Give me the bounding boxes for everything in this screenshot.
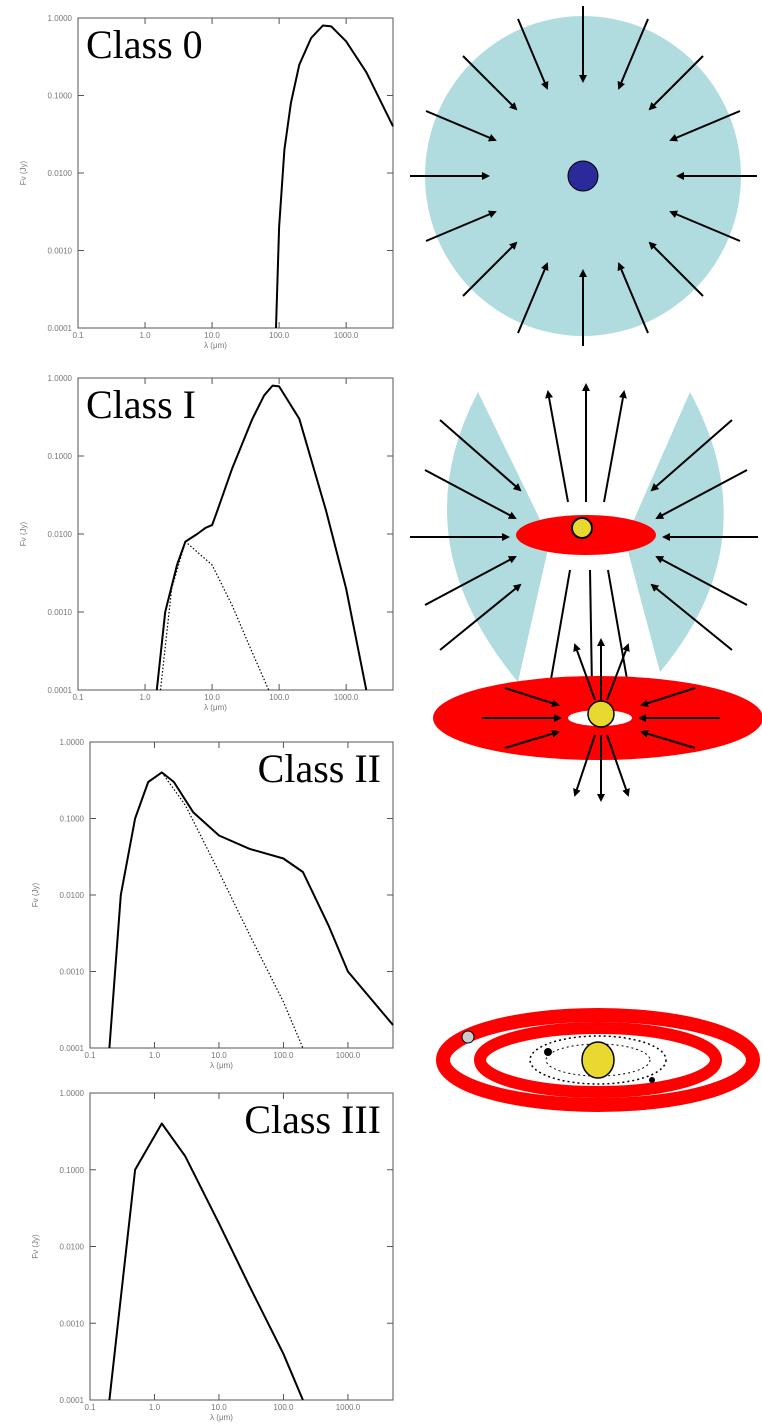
diagram-class0 [410, 6, 757, 346]
x-tick-label: 10.0 [204, 331, 220, 340]
x-tick-label: 100.0 [273, 1403, 294, 1412]
diagram-class3 [443, 1015, 753, 1105]
x-tick-label: 0.1 [84, 1051, 96, 1060]
x-tick-label: 0.1 [72, 331, 84, 340]
sed-curve [109, 772, 393, 1048]
sed-curve [276, 26, 393, 329]
x-tick-label: 10.0 [211, 1051, 227, 1060]
x-tick-label: 1.0 [139, 693, 151, 702]
x-axis-label: λ (μm) [210, 1061, 233, 1070]
chart-panel: 0.1 1.0 10.0 100.0 1000.0 0.0001 0.0010 0.0100 0… [31, 738, 393, 1070]
x-tick-label: 0.1 [72, 693, 84, 702]
y-tick-label: 0.0010 [60, 1319, 85, 1328]
x-axis-label: λ (μm) [210, 1413, 233, 1422]
x-tick-label: 1.0 [149, 1051, 161, 1060]
y-tick-label: 0.0010 [60, 968, 85, 977]
y-tick-label: 0.1000 [60, 815, 85, 824]
x-tick-label: 10.0 [211, 1403, 227, 1412]
class-label: Class 0 [86, 22, 203, 67]
x-tick-label: 1.0 [139, 331, 151, 340]
y-tick-label: 0.0100 [48, 169, 73, 178]
y-tick-label: 0.0001 [60, 1044, 85, 1053]
x-tick-label: 10.0 [204, 693, 220, 702]
y-tick-label: 0.0010 [48, 608, 73, 617]
y-tick-label: 1.0000 [48, 14, 73, 23]
x-tick-label: 100.0 [269, 693, 290, 702]
y-axis-label: Fν (Jy) [31, 882, 40, 907]
y-tick-label: 0.1000 [48, 452, 73, 461]
y-tick-label: 0.0001 [60, 1396, 85, 1405]
x-tick-label: 1000.0 [336, 1403, 361, 1412]
y-tick-label: 1.0000 [60, 738, 85, 747]
sed-curve [162, 772, 303, 1048]
x-tick-label: 1000.0 [336, 1051, 361, 1060]
y-tick-label: 0.0100 [60, 1243, 85, 1252]
y-tick-label: 0.0100 [48, 530, 73, 539]
x-tick-label: 100.0 [273, 1051, 294, 1060]
class-label: Class III [244, 1097, 381, 1142]
x-tick-label: 1000.0 [334, 331, 359, 340]
diagram-class2 [433, 640, 762, 800]
y-tick-label: 0.0001 [48, 324, 73, 333]
y-tick-label: 1.0000 [48, 374, 73, 383]
x-tick-label: 0.1 [84, 1403, 96, 1412]
y-tick-label: 0.1000 [60, 1166, 85, 1175]
y-axis-label: Fν (Jy) [19, 160, 28, 185]
y-tick-label: 0.0001 [48, 686, 73, 695]
sed-curve [109, 1124, 303, 1401]
x-tick-label: 100.0 [269, 331, 290, 340]
x-axis-label: λ (μm) [204, 703, 227, 712]
figure: 0.1 1.0 10.0 100.0 1000.0 0.0001 0.0010 0.0100 0… [0, 0, 762, 1427]
x-tick-label: 1.0 [149, 1403, 161, 1412]
chart-panel: 0.1 1.0 10.0 100.0 1000.0 0.0001 0.0010 0.0100 0… [19, 374, 393, 712]
y-tick-label: 0.1000 [48, 92, 73, 101]
y-tick-label: 0.0100 [60, 891, 85, 900]
y-axis-label: Fν (Jy) [19, 521, 28, 546]
sed-curve [157, 386, 366, 690]
x-tick-label: 1000.0 [334, 693, 359, 702]
diagram-class1 [410, 385, 758, 688]
class-label: Class I [86, 382, 196, 427]
class-label: Class II [258, 746, 381, 791]
y-tick-label: 0.0010 [48, 247, 73, 256]
chart-panel: 0.1 1.0 10.0 100.0 1000.0 0.0001 0.0010 0.0100 0… [31, 1089, 393, 1422]
chart-panel: 0.1 1.0 10.0 100.0 1000.0 0.0001 0.0010 0.0100 0… [19, 14, 393, 350]
y-axis-label: Fν (Jy) [31, 1234, 40, 1259]
y-tick-label: 1.0000 [60, 1089, 85, 1098]
x-axis-label: λ (μm) [204, 341, 227, 350]
